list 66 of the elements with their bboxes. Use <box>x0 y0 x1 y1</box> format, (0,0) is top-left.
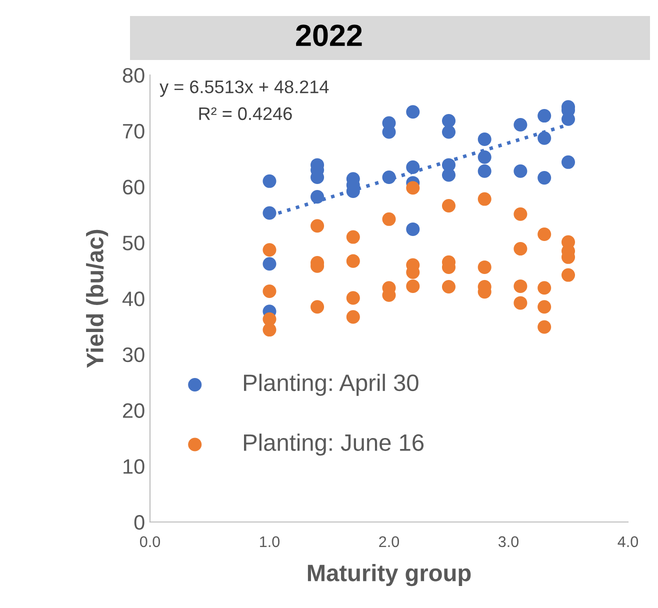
point <box>478 132 492 146</box>
point <box>538 227 552 242</box>
y-axis-title: Yield (bu/ac) <box>86 230 108 368</box>
x-tick-label: 0.0 <box>140 536 160 548</box>
point <box>442 168 456 182</box>
y-tick-label: 70 <box>123 124 144 139</box>
point <box>406 160 420 174</box>
point <box>262 174 276 188</box>
point <box>382 212 396 226</box>
point <box>478 192 492 206</box>
y-tick-label: 10 <box>124 459 144 474</box>
y-tick-label: 0 <box>134 515 144 530</box>
point <box>262 257 276 271</box>
y-tick-label: 80 <box>122 68 144 83</box>
point <box>514 279 528 293</box>
point <box>310 190 324 204</box>
point <box>538 109 552 123</box>
chart-title: 2022 <box>296 24 362 46</box>
point <box>478 164 492 178</box>
x-tick-label: 1.0 <box>260 536 280 548</box>
point <box>406 279 420 293</box>
x-tick-label: 2.0 <box>379 536 400 548</box>
point <box>442 125 456 139</box>
point <box>514 242 528 256</box>
annotation: R² = 0.4246 <box>199 107 292 120</box>
y-tick-label: 20 <box>123 403 144 418</box>
x-tick-label: 3.0 <box>498 536 519 548</box>
point <box>442 280 456 294</box>
point <box>538 281 552 295</box>
point <box>514 164 528 178</box>
point <box>406 105 420 119</box>
point <box>478 150 492 164</box>
point <box>514 207 528 221</box>
point <box>382 170 396 184</box>
point <box>346 310 360 324</box>
point <box>406 181 420 195</box>
point <box>262 243 276 257</box>
point <box>442 114 456 128</box>
point <box>262 206 276 220</box>
y-tick-label: 60 <box>123 180 144 195</box>
point <box>262 323 276 337</box>
point <box>310 300 324 314</box>
point <box>346 230 360 244</box>
point <box>561 155 576 169</box>
y-tick-label: 50 <box>122 236 144 250</box>
point <box>406 222 420 236</box>
y-tick-label: 40 <box>122 292 144 306</box>
point <box>514 118 528 132</box>
point <box>538 171 552 185</box>
point <box>538 300 552 314</box>
y-tick-label: 30 <box>122 347 144 362</box>
point <box>262 284 276 298</box>
point <box>346 254 360 268</box>
x-axis-title: Maturity group <box>308 564 471 586</box>
legend-label: Planting: June 16 <box>244 434 424 456</box>
point <box>442 198 456 213</box>
point <box>478 260 492 274</box>
point <box>514 296 528 310</box>
legend-label: Planting: April 30 <box>244 374 418 396</box>
point <box>310 219 324 233</box>
point <box>538 131 552 145</box>
point <box>561 268 576 282</box>
x-tick-label: 4.0 <box>618 536 638 548</box>
point <box>346 291 360 305</box>
annotation: y = 6.5513x + 48.214 <box>160 80 329 97</box>
point <box>538 320 552 334</box>
